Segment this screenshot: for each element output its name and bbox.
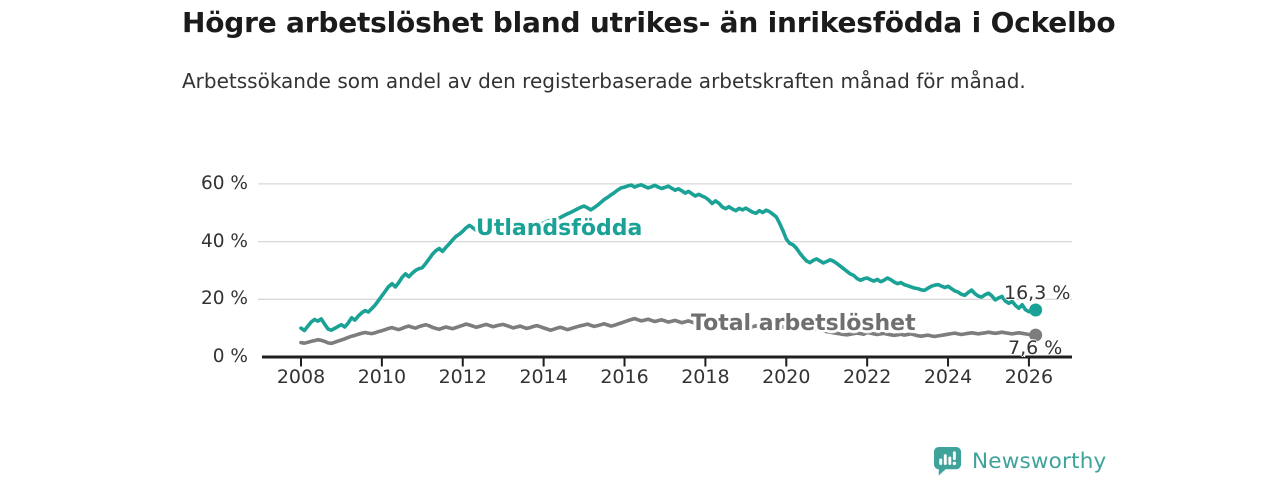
x-axis-tick-label: 2024 [923, 366, 973, 388]
x-axis-tick-label: 2012 [438, 366, 487, 388]
chart-title: Högre arbetslöshet bland utrikes- än inr… [182, 6, 1116, 39]
x-axis-tick-label: 2008 [276, 366, 326, 388]
series-label-total-arbetsloshet: Total arbetslöshet [691, 311, 916, 336]
y-axis-tick-label: 60 % [201, 172, 248, 194]
x-axis-tick-label: 2016 [600, 366, 649, 388]
newsworthy-chart-bubble-icon [933, 446, 962, 476]
x-axis-tick-label: 2020 [762, 366, 811, 388]
end-value-label-total-arbetsloshet: 7,6 % [1008, 337, 1063, 359]
newsworthy-logo-text: Newsworthy [972, 448, 1107, 474]
y-axis-tick-label: 20 % [201, 288, 248, 310]
end-value-label-utlandsfodda: 16,3 % [1004, 282, 1071, 304]
x-axis-tick-label: 2010 [357, 366, 407, 388]
x-axis-tick-label: 2026 [1004, 366, 1054, 388]
y-axis-tick-label: 0 % [212, 346, 248, 367]
x-axis-tick-label: 2014 [519, 366, 568, 388]
chart-subtitle: Arbetssökande som andel av den registerb… [182, 69, 1026, 93]
y-axis-tick-label: 40 % [201, 230, 248, 252]
x-axis-tick-label: 2018 [681, 366, 730, 388]
x-axis-tick-label: 2022 [842, 366, 892, 388]
newsworthy-logo[interactable]: Newsworthy [932, 445, 1106, 477]
series-label-utlandsfodda: Utlandsfödda [476, 216, 643, 241]
